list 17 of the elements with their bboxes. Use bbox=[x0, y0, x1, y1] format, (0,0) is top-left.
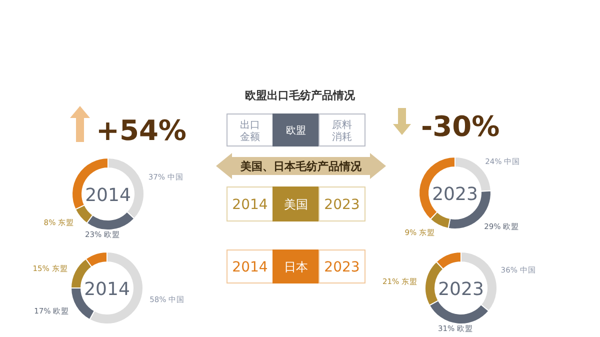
text: 出口金额 bbox=[240, 119, 260, 143]
text: 2023 bbox=[324, 197, 360, 214]
text: 欧盟出口毛纺产品情况 bbox=[245, 89, 356, 102]
text: -30% bbox=[421, 110, 500, 143]
text: 2014 bbox=[232, 260, 268, 276]
text: 2014 bbox=[84, 279, 130, 300]
text: 2023 bbox=[432, 184, 478, 205]
text: 2014 bbox=[85, 185, 131, 206]
text: 美国、日本毛纺产品情况 bbox=[240, 160, 362, 173]
text: 美国 bbox=[284, 197, 308, 212]
text: 2023 bbox=[438, 279, 484, 300]
text: 日本 bbox=[284, 260, 308, 274]
text: +54% bbox=[96, 114, 186, 147]
text: 2014 bbox=[232, 197, 268, 214]
text: 原料消耗 bbox=[332, 119, 352, 143]
text: 欧盟 bbox=[286, 124, 306, 137]
text: 2023 bbox=[324, 260, 360, 276]
